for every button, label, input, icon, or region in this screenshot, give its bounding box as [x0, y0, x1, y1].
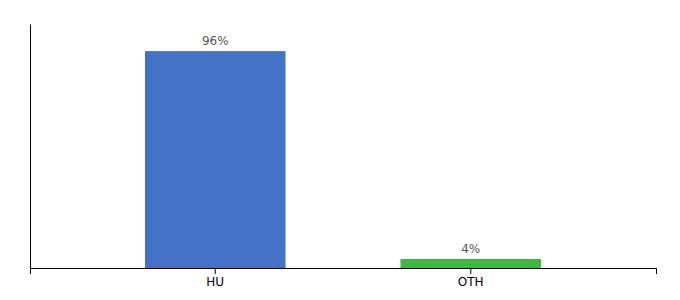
- plot-area: 96% 4% HU OTH: [31, 25, 657, 289]
- x-tick-mark: [215, 268, 216, 274]
- data-label: 4%: [461, 242, 480, 256]
- data-labels: 96% 4%: [202, 34, 480, 256]
- x-tick: HU: [206, 268, 224, 289]
- x-tick-label: OTH: [458, 275, 484, 289]
- x-axis: HU OTH: [31, 268, 657, 289]
- chart: 96% 4% HU OTH: [0, 0, 680, 300]
- x-tick-mark: [470, 268, 471, 274]
- bar: [145, 51, 286, 268]
- x-axis-line: [31, 269, 657, 275]
- y-axis: [30, 25, 31, 269]
- y-axis-line: [30, 25, 31, 269]
- data-label: 96%: [202, 34, 229, 48]
- bar: [400, 259, 541, 268]
- x-tick: OTH: [458, 268, 484, 289]
- x-tick-label: HU: [206, 275, 224, 289]
- bars: [145, 51, 541, 268]
